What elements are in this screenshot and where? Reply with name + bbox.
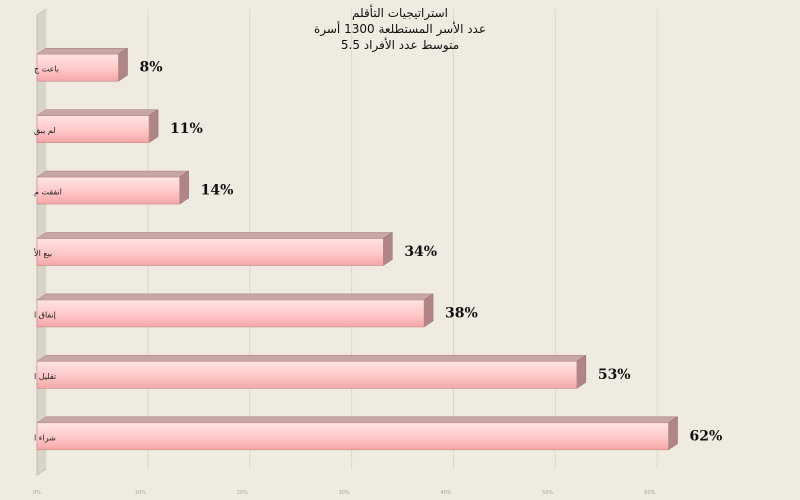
bar-top-face bbox=[36, 293, 434, 301]
x-tick-label: 60% bbox=[644, 490, 655, 496]
x-axis-tick-labels: 0% 10% 20% 30% 40% 50% 60% bbox=[33, 490, 656, 496]
bar bbox=[36, 416, 679, 451]
x-tick-label: 30% bbox=[339, 490, 350, 496]
bar-top-face bbox=[36, 355, 587, 362]
x-tick-label: 20% bbox=[237, 490, 248, 496]
bar bbox=[36, 293, 434, 328]
bar-side-face bbox=[576, 354, 587, 389]
bar bbox=[36, 354, 587, 389]
x-tick-label: 50% bbox=[542, 490, 553, 496]
chart-title: استراتيجيات التأقلم عدد الأسر المستطلعة … bbox=[230, 5, 570, 53]
bar-front-face bbox=[36, 238, 384, 266]
value-label: 62% bbox=[690, 428, 723, 444]
value-label: 38% bbox=[445, 305, 478, 321]
x-tick-label: 0% bbox=[33, 490, 41, 496]
category-labels: باعت ج لم يبق انفقت م بيع الأ إنفاق ا تقليل ا… bbox=[33, 65, 62, 443]
bar-side-face bbox=[383, 232, 393, 266]
bar-side-face bbox=[118, 47, 128, 82]
chart-title-line-1: استراتيجيات التأقلم bbox=[351, 6, 449, 20]
bar bbox=[36, 109, 159, 144]
bar-front-face bbox=[36, 176, 180, 205]
bar-front-face bbox=[36, 361, 578, 389]
bar-front-face bbox=[36, 115, 150, 143]
chart-title-line-3: متوسط عدد الأفراد 5.5 bbox=[340, 38, 460, 52]
bar-top-face bbox=[36, 416, 679, 424]
bar-side-face bbox=[668, 416, 678, 451]
bars bbox=[36, 47, 679, 451]
category-label: شراء ا bbox=[34, 433, 56, 442]
category-label: باعت ج bbox=[34, 65, 59, 74]
x-tick-label: 40% bbox=[440, 490, 451, 496]
category-label: انفقت م bbox=[34, 188, 62, 197]
value-label: 8% bbox=[139, 60, 162, 76]
value-label: 53% bbox=[598, 367, 631, 383]
bar-top-face bbox=[36, 109, 159, 116]
category-label: لم يبق bbox=[34, 126, 56, 135]
bar-front-face bbox=[36, 53, 119, 82]
bar-side-face bbox=[423, 293, 434, 328]
value-label: 14% bbox=[201, 183, 234, 199]
x-tick-label: 10% bbox=[135, 490, 146, 496]
value-label: 34% bbox=[404, 244, 437, 260]
value-label: 11% bbox=[170, 121, 203, 137]
category-label: تقليل ا bbox=[34, 372, 56, 381]
bar-top-face bbox=[36, 232, 394, 239]
chart-title-line-2: عدد الأسر المستطلعة 1300 أسرة bbox=[313, 22, 487, 36]
bar bbox=[36, 170, 190, 205]
bar-side-face bbox=[148, 109, 159, 144]
bar-top-face bbox=[36, 170, 190, 178]
category-label: إنفاق ا bbox=[34, 310, 56, 320]
bar-top-face bbox=[36, 47, 129, 55]
bar-side-face bbox=[179, 170, 189, 205]
bar-front-face bbox=[36, 422, 669, 451]
bar bbox=[36, 232, 394, 266]
category-label: بيع الأ bbox=[33, 248, 52, 258]
bar-front-face bbox=[36, 299, 425, 328]
value-labels: 8% 11% 14% 34% 38% 53% 62% bbox=[139, 60, 722, 445]
bar bbox=[36, 47, 129, 82]
